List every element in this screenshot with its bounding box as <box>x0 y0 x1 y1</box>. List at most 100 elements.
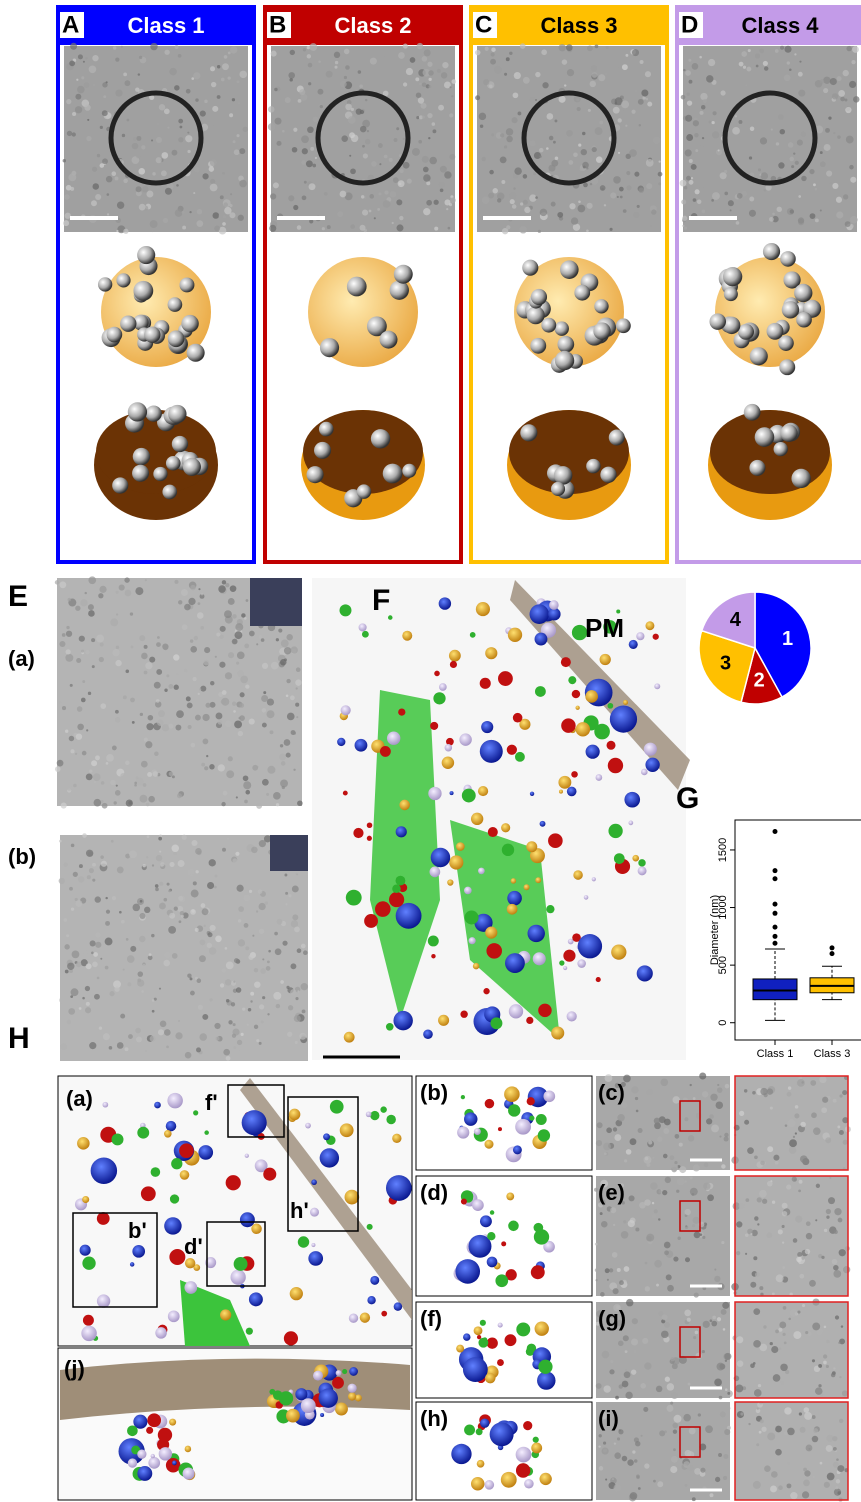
image-texture <box>288 195 294 201</box>
image-texture <box>100 126 103 129</box>
image-bg <box>683 46 857 232</box>
image-texture <box>121 920 125 924</box>
image-texture <box>86 1002 90 1006</box>
image-texture <box>748 49 751 52</box>
render-blob <box>515 1119 531 1135</box>
render-blob <box>370 1276 379 1285</box>
image-texture <box>771 1471 778 1478</box>
image-texture <box>190 585 196 591</box>
image-texture <box>625 54 628 57</box>
render-blob <box>488 827 498 837</box>
image-texture <box>770 1485 777 1492</box>
render-blob <box>538 1004 551 1017</box>
image-texture <box>136 776 139 779</box>
image-texture <box>141 990 144 993</box>
render-sphere <box>347 277 367 297</box>
image-texture <box>83 61 85 63</box>
image-texture <box>826 1209 831 1214</box>
image-texture <box>277 919 283 925</box>
image-texture <box>296 716 298 718</box>
panel-letter: F <box>372 584 390 617</box>
image-texture <box>187 869 195 877</box>
render-sphere <box>780 425 797 442</box>
render-blob <box>433 692 445 704</box>
image-texture <box>340 191 347 198</box>
image-texture <box>609 1369 614 1374</box>
render-blob <box>447 879 453 885</box>
image-texture <box>690 1084 692 1086</box>
image-texture <box>746 67 751 72</box>
render-blob <box>245 1154 249 1158</box>
image-texture <box>222 968 226 972</box>
image-texture <box>839 1094 842 1097</box>
render-blob <box>367 1296 375 1304</box>
render-blob <box>485 1099 495 1109</box>
image-texture <box>674 1161 677 1164</box>
image-texture <box>216 1037 220 1041</box>
image-texture <box>150 1036 156 1042</box>
image-texture <box>146 723 153 730</box>
render-blob <box>172 1461 177 1466</box>
image-texture <box>513 187 515 189</box>
image-texture <box>87 875 91 879</box>
image-texture <box>617 118 621 122</box>
image-texture <box>136 1037 142 1043</box>
image-texture <box>750 1282 756 1288</box>
image-texture <box>152 1010 155 1013</box>
image-texture <box>215 874 218 877</box>
image-texture <box>85 592 87 594</box>
image-texture <box>82 833 87 838</box>
image-texture <box>182 211 185 214</box>
image-texture <box>173 852 176 855</box>
image-texture <box>800 1427 806 1433</box>
image-texture <box>89 65 97 73</box>
image-texture <box>82 680 85 683</box>
image-texture <box>714 1268 716 1270</box>
image-texture <box>832 183 838 189</box>
panel-frame <box>416 1302 592 1398</box>
image-texture <box>780 129 785 134</box>
image-texture <box>245 946 249 950</box>
panel-frame <box>58 1076 412 1346</box>
render-sphere <box>320 338 339 357</box>
image-texture <box>349 155 351 157</box>
image-texture <box>714 1378 722 1386</box>
render-blob <box>137 1450 146 1459</box>
image-texture <box>116 613 118 615</box>
image-texture <box>821 1107 827 1113</box>
render-blob <box>461 1095 465 1099</box>
image-texture <box>267 710 275 718</box>
image-texture <box>157 636 160 639</box>
image-texture <box>629 149 637 157</box>
image-texture <box>114 801 117 804</box>
image-texture <box>175 209 183 217</box>
image-texture <box>164 50 169 55</box>
image-texture <box>504 145 507 148</box>
image-texture <box>832 1259 838 1265</box>
tomogram-image <box>63 43 248 235</box>
render-sphere <box>527 306 545 324</box>
image-texture <box>767 1146 773 1152</box>
image-texture <box>121 46 123 48</box>
image-texture <box>695 149 698 152</box>
image-texture <box>102 158 108 164</box>
image-texture <box>298 99 302 103</box>
image-texture <box>481 157 485 161</box>
image-texture <box>213 212 220 219</box>
image-texture <box>290 989 297 996</box>
image-texture <box>68 598 72 602</box>
image-texture <box>677 1178 685 1186</box>
image-texture <box>222 690 227 695</box>
render-blob <box>464 1112 477 1125</box>
image-texture <box>789 68 792 71</box>
image-texture <box>654 1118 660 1124</box>
image-texture <box>612 1252 618 1258</box>
image-texture <box>383 56 387 60</box>
image-texture <box>753 1256 757 1260</box>
panel-letter: H <box>8 1022 30 1055</box>
image-texture <box>825 128 830 133</box>
image-texture <box>234 1046 237 1049</box>
render-blob <box>359 623 367 631</box>
image-texture <box>295 703 299 707</box>
image-texture <box>569 203 575 209</box>
